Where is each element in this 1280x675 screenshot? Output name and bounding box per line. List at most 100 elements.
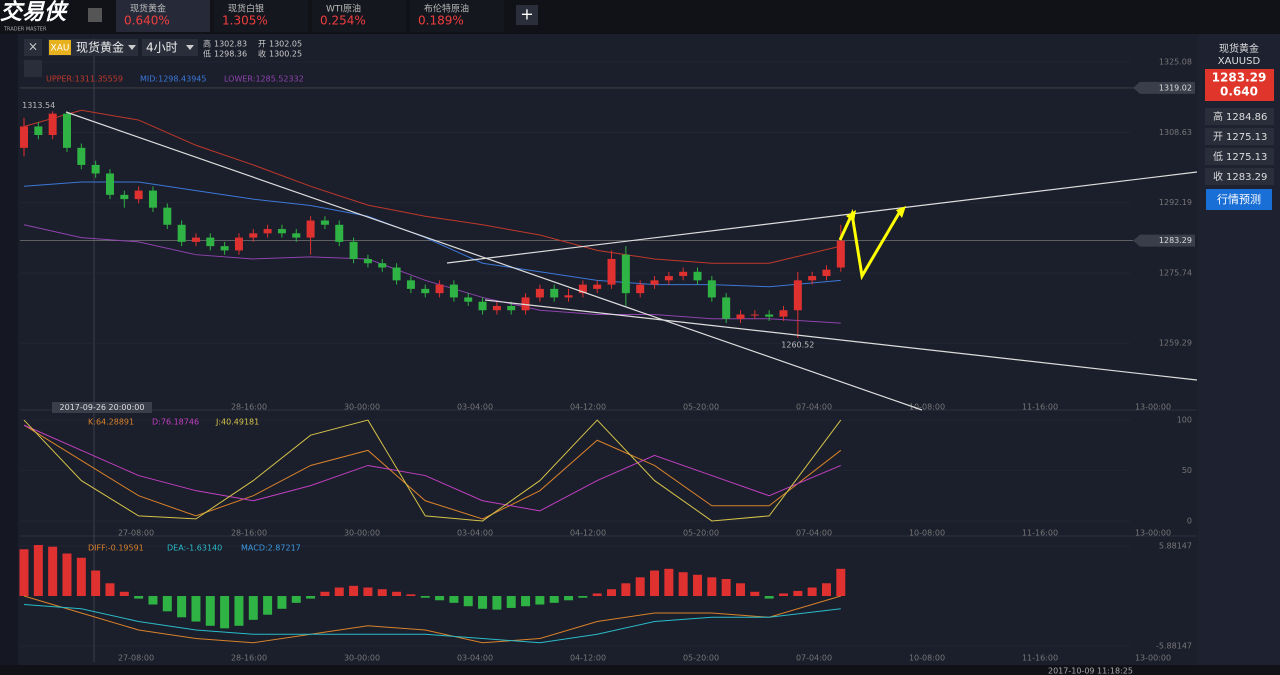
x-tick-label: 05-20:00 [683,529,719,538]
x-tick-label: 27-08:00 [118,529,154,538]
macd-bar [334,587,344,597]
tab[interactable] [116,0,210,32]
macd-bar [693,574,703,597]
macd-bar [678,572,688,597]
macd-bar [750,591,760,597]
macd-bar [793,590,803,597]
x-tick-label: 30-00:00 [344,403,380,412]
add-tab[interactable] [516,5,538,25]
macd-bar [320,591,330,597]
candle-body [48,113,57,136]
x-tick-label: 28-16:00 [231,654,267,663]
x-tick-label: 11-16:00 [1022,529,1058,538]
price-box [1205,69,1274,101]
y-tick-label: 50 [1182,466,1192,475]
macd-bar [463,596,473,607]
macd-bar [205,596,215,626]
candle-body [105,173,114,195]
tab-change: 1.305% [222,14,268,28]
candle-body [292,233,301,238]
ohlc-label: 开 [258,40,266,49]
candle-body [507,305,516,311]
logo: 交易侠 [0,0,69,25]
y-tick-label: 1292.19 [1159,198,1192,207]
candle-body [148,190,157,208]
stat-value: 1275.13 [1226,132,1267,143]
candle-body [62,113,71,148]
crosshair-label: 2017-09-26 20:00:00 [60,403,145,412]
price-tag [1133,234,1195,247]
price-change: 0.640 [1220,85,1258,99]
macd-bar [836,568,846,597]
candle-body [722,297,731,319]
macd-bar [76,557,86,597]
forecast-label: 行情预测 [1217,193,1261,206]
x-tick-label: 28-16:00 [231,529,267,538]
macd-bar [91,570,101,597]
indicator-line [23,224,841,324]
tab[interactable] [214,0,308,32]
legend-entry: J:40.49181 [215,418,259,427]
x-tick-label: 27-08:00 [118,654,154,663]
legend-entry: DEA:-1.63140 [167,544,222,553]
stats: 高 1284.86开 1275.13低 1275.13收 1283.29 [1205,108,1274,185]
tab[interactable] [312,0,406,32]
tab-change: 0.640% [124,14,170,28]
candle-body [435,284,444,294]
candle-body [449,284,458,298]
arrow-head [896,206,906,218]
expand-button[interactable] [24,60,42,77]
legend-entry: DIFF:-0.19591 [88,544,144,553]
stat-label: 高 [1213,110,1223,123]
x-tick-label: 03-04:00 [457,654,493,663]
macd-bar [621,583,631,597]
candle-body [765,314,774,317]
candle-body [378,263,387,268]
macd-bar [650,570,660,597]
macd-bar [807,587,817,597]
x-tick-label: 13-00:00 [1135,403,1171,412]
candle-body [564,295,573,298]
macd-bar [248,596,258,620]
grid-icon[interactable] [88,8,102,22]
candle-body [836,240,845,268]
symbol-badge [49,40,71,55]
indicator-line [23,109,841,264]
candle-body [478,301,487,311]
macd-bar [449,596,459,603]
macd-bar [549,596,559,603]
x-tick-label: 05-20:00 [683,654,719,663]
legend-entry: MACD:2.87217 [241,544,301,553]
candle-body [621,254,630,294]
x-tick-label: 30-00:00 [344,654,380,663]
macd-bar [736,583,745,597]
x-tick-label: 04-12:00 [570,654,606,663]
y-tick-label: 5.88147 [1159,542,1192,551]
candle-body [249,233,258,238]
candle-body [277,229,286,234]
tab[interactable] [410,0,504,32]
x-tick-label: 30-00:00 [344,529,380,538]
status-time: 2017-10-09 11:18:25 [1048,667,1133,675]
price-annotation: 1260.52 [781,340,814,349]
macd-bar [664,568,674,597]
top-bar [0,0,1280,34]
legend-entry: MID:1298.43945 [140,75,206,84]
forecast-button[interactable] [1206,189,1272,210]
candle-body [349,241,358,259]
price-tag [1133,81,1195,94]
macd-bar [162,596,172,612]
candle-body [664,276,673,281]
x-tick-label: 07-04:00 [796,654,832,663]
x-tick-label: 05-20:00 [683,403,719,412]
macd-bar [721,579,731,597]
period-select[interactable] [142,39,198,56]
candle-body [191,237,200,242]
candle-body [607,258,616,285]
candle-body [636,284,645,294]
stat-box [1205,108,1274,125]
candle-body [693,271,702,281]
tab-name: 现货白银 [228,3,264,15]
close-button[interactable] [24,39,42,56]
